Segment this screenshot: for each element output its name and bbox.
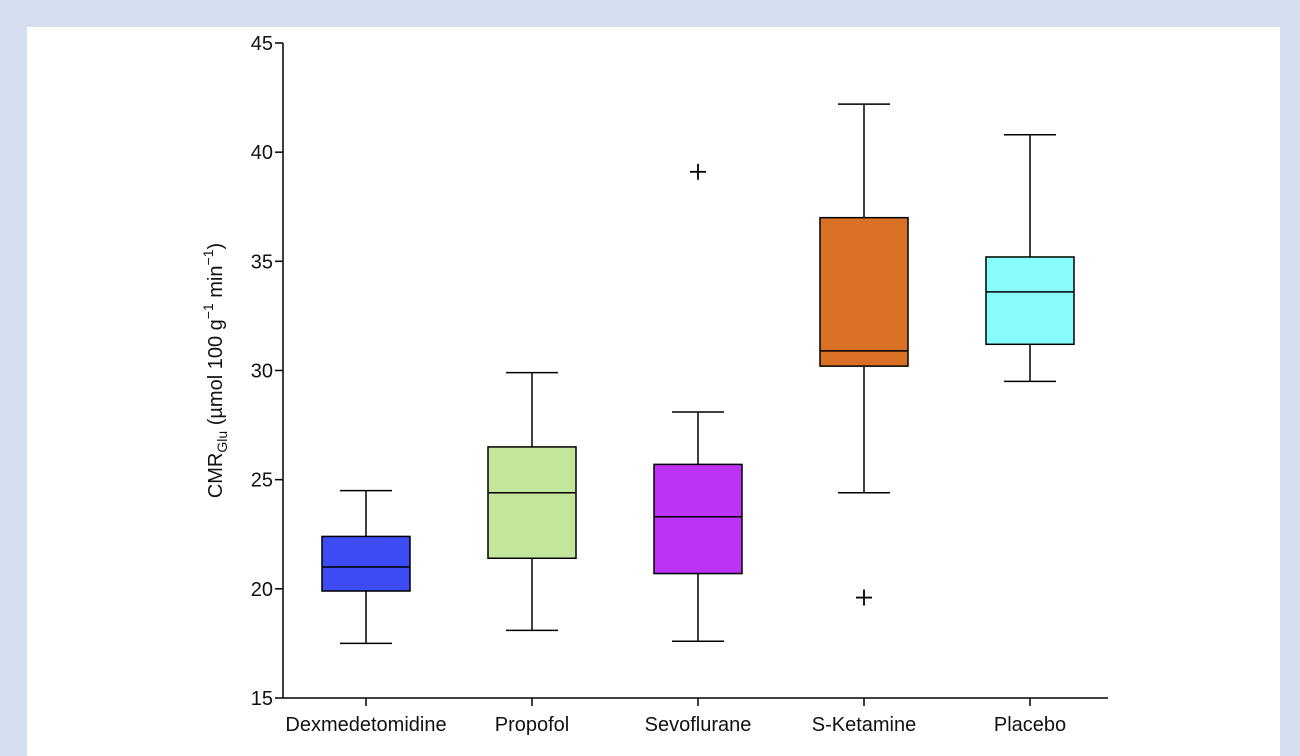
y-title-exponent-2: −1 [200, 249, 216, 265]
y-title-main: CMR [205, 453, 227, 499]
iqr-box [321, 535, 411, 592]
y-tick-label: 35 [251, 251, 273, 273]
y-axis: 15 20 25 30 35 40 45 [251, 33, 284, 710]
box-group [653, 163, 743, 642]
x-tick-label: Placebo [994, 714, 1066, 736]
y-tick-label: 45 [251, 33, 273, 55]
x-tick-label: Dexmedetomidine [285, 714, 446, 736]
outlier-marker [690, 163, 706, 180]
box-group [487, 371, 577, 632]
box-group [985, 133, 1075, 383]
y-tick-label: 25 [251, 470, 273, 492]
iqr-box [487, 446, 577, 560]
iqr-box [985, 256, 1075, 346]
iqr-box [653, 463, 743, 575]
box-group [819, 103, 909, 606]
y-tick-label: 20 [251, 579, 273, 601]
x-tick-label: Sevoflurane [645, 714, 752, 736]
x-tick-label: S-Ketamine [812, 714, 917, 736]
x-tick-label: Propofol [495, 714, 570, 736]
y-tick-label: 15 [251, 688, 273, 710]
iqr-box [819, 216, 909, 367]
y-tick-label: 30 [251, 361, 273, 383]
box-group [321, 489, 411, 645]
outlier-marker [856, 589, 872, 606]
chart-panel [27, 27, 1280, 756]
y-title-subscript: Glu [214, 431, 230, 453]
y-title-unit-suffix: ) [205, 243, 227, 250]
y-title-unit-mid: min [205, 265, 227, 303]
y-axis-title: CMRGlu (µmol 100 g−1 min−1) [200, 243, 230, 498]
y-title-unit-prefix: (µmol 100 g [205, 319, 227, 431]
x-axis: Dexmedetomidine Propofol Sevoflurane S-Keta… [283, 697, 1108, 736]
y-tick-label: 40 [251, 142, 273, 164]
boxes-layer [321, 103, 1075, 645]
y-title-exponent-1: −1 [200, 303, 216, 319]
